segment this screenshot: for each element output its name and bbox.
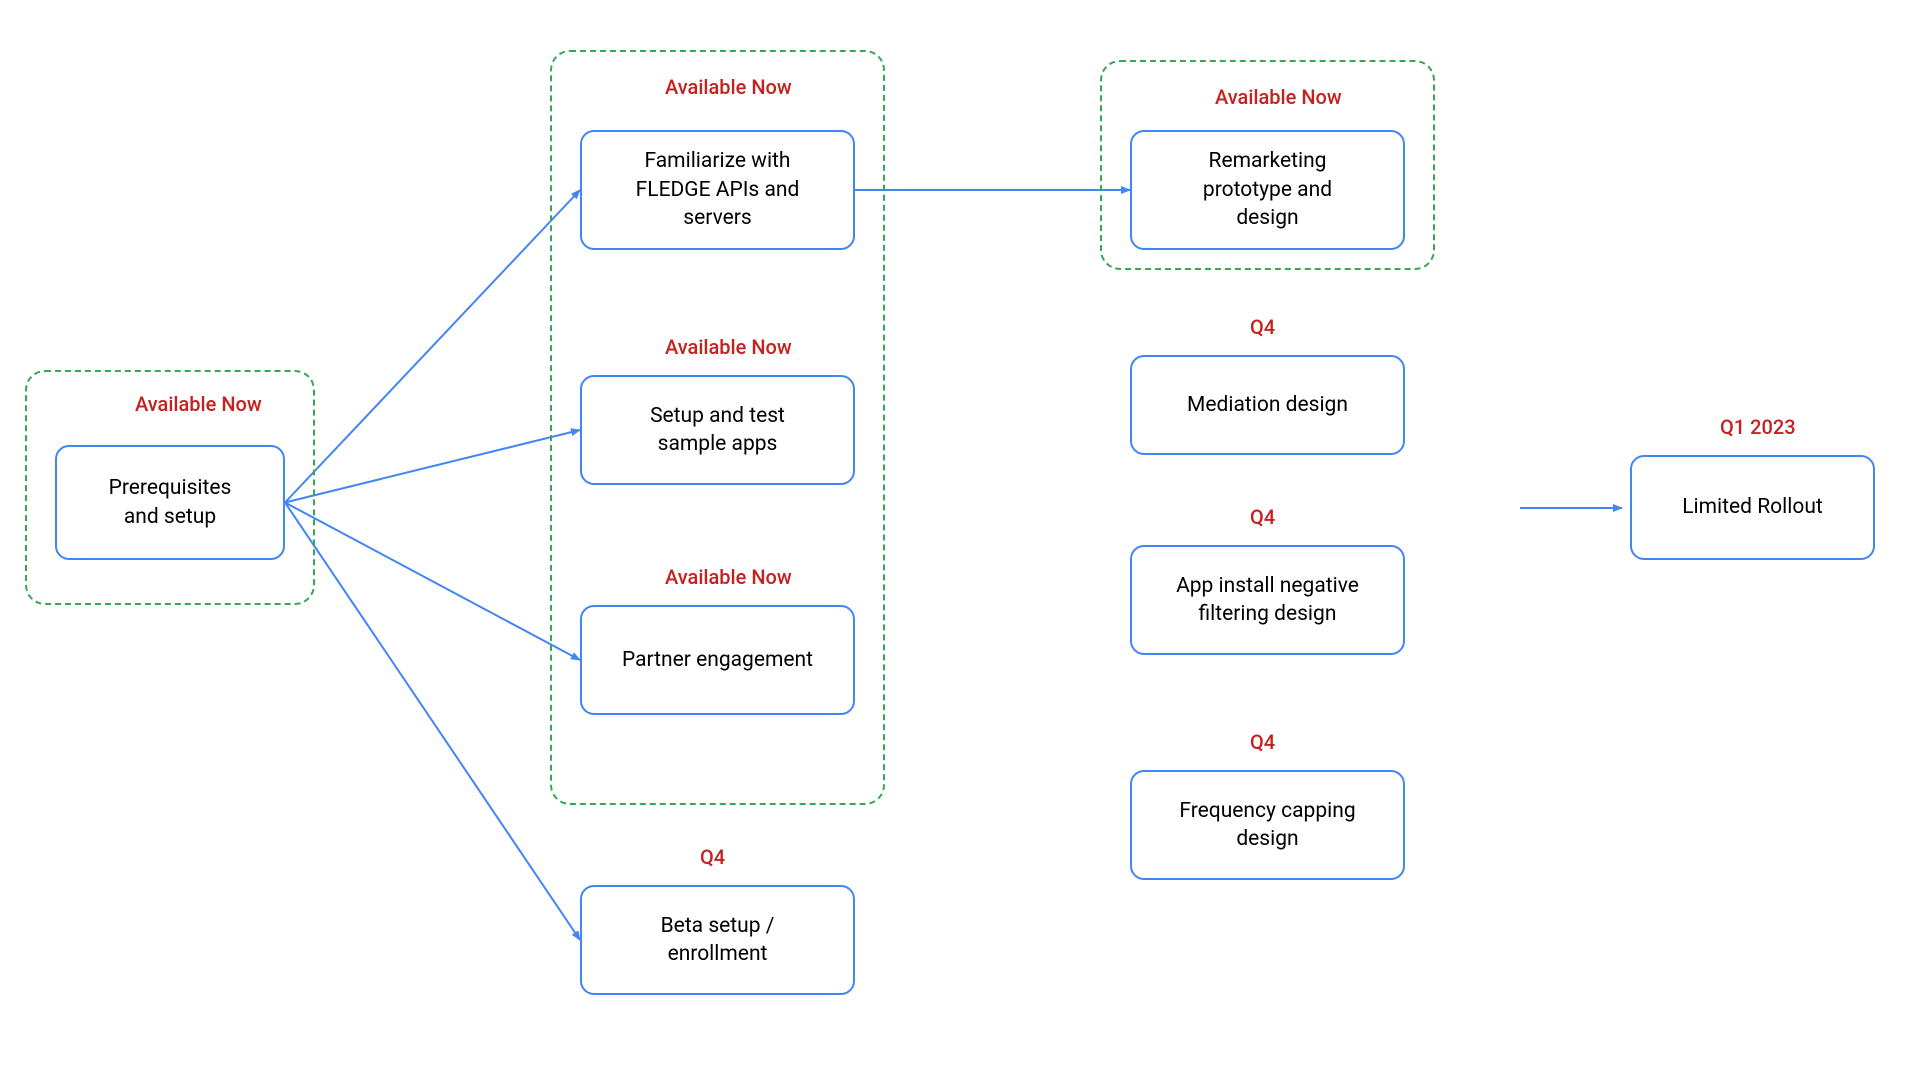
edge <box>285 503 580 661</box>
group-label-g2: Available Now <box>665 75 792 99</box>
status-n_freq: Q4 <box>1250 730 1275 754</box>
node-label-n_rollout: Limited Rollout <box>1682 493 1823 521</box>
group-label-g3: Available Now <box>1215 85 1342 109</box>
node-label-n_prereq: Prerequisitesand setup <box>109 474 232 531</box>
status-n_appinstall: Q4 <box>1250 505 1275 529</box>
node-label-n_beta: Beta setup /enrollment <box>661 912 775 969</box>
status-n_mediation: Q4 <box>1250 315 1275 339</box>
group-label-g1: Available Now <box>135 392 262 416</box>
node-n_partner: Partner engagement <box>580 605 855 715</box>
edge <box>285 430 580 503</box>
edge <box>285 503 580 941</box>
status-n_partner: Available Now <box>665 565 792 589</box>
node-label-n_setup: Setup and testsample apps <box>650 402 785 459</box>
node-n_fledge: Familiarize withFLEDGE APIs andservers <box>580 130 855 250</box>
node-n_mediation: Mediation design <box>1130 355 1405 455</box>
status-n_beta: Q4 <box>700 845 725 869</box>
status-n_rollout: Q1 2023 <box>1720 415 1796 439</box>
status-n_setup: Available Now <box>665 335 792 359</box>
node-label-n_partner: Partner engagement <box>622 646 813 674</box>
edge <box>285 190 580 503</box>
node-label-n_mediation: Mediation design <box>1187 391 1348 419</box>
node-label-n_freq: Frequency cappingdesign <box>1179 797 1355 854</box>
node-n_freq: Frequency cappingdesign <box>1130 770 1405 880</box>
node-n_rollout: Limited Rollout <box>1630 455 1875 560</box>
node-n_beta: Beta setup /enrollment <box>580 885 855 995</box>
node-n_setup: Setup and testsample apps <box>580 375 855 485</box>
node-label-n_fledge: Familiarize withFLEDGE APIs andservers <box>636 147 800 232</box>
node-n_prereq: Prerequisitesand setup <box>55 445 285 560</box>
flowchart-canvas: Available Now Available Now Available Now P… <box>0 0 1920 1080</box>
node-n_remarket: Remarketingprototype anddesign <box>1130 130 1405 250</box>
node-n_appinstall: App install negativefiltering design <box>1130 545 1405 655</box>
node-label-n_remarket: Remarketingprototype anddesign <box>1203 147 1332 232</box>
node-label-n_appinstall: App install negativefiltering design <box>1176 572 1359 629</box>
